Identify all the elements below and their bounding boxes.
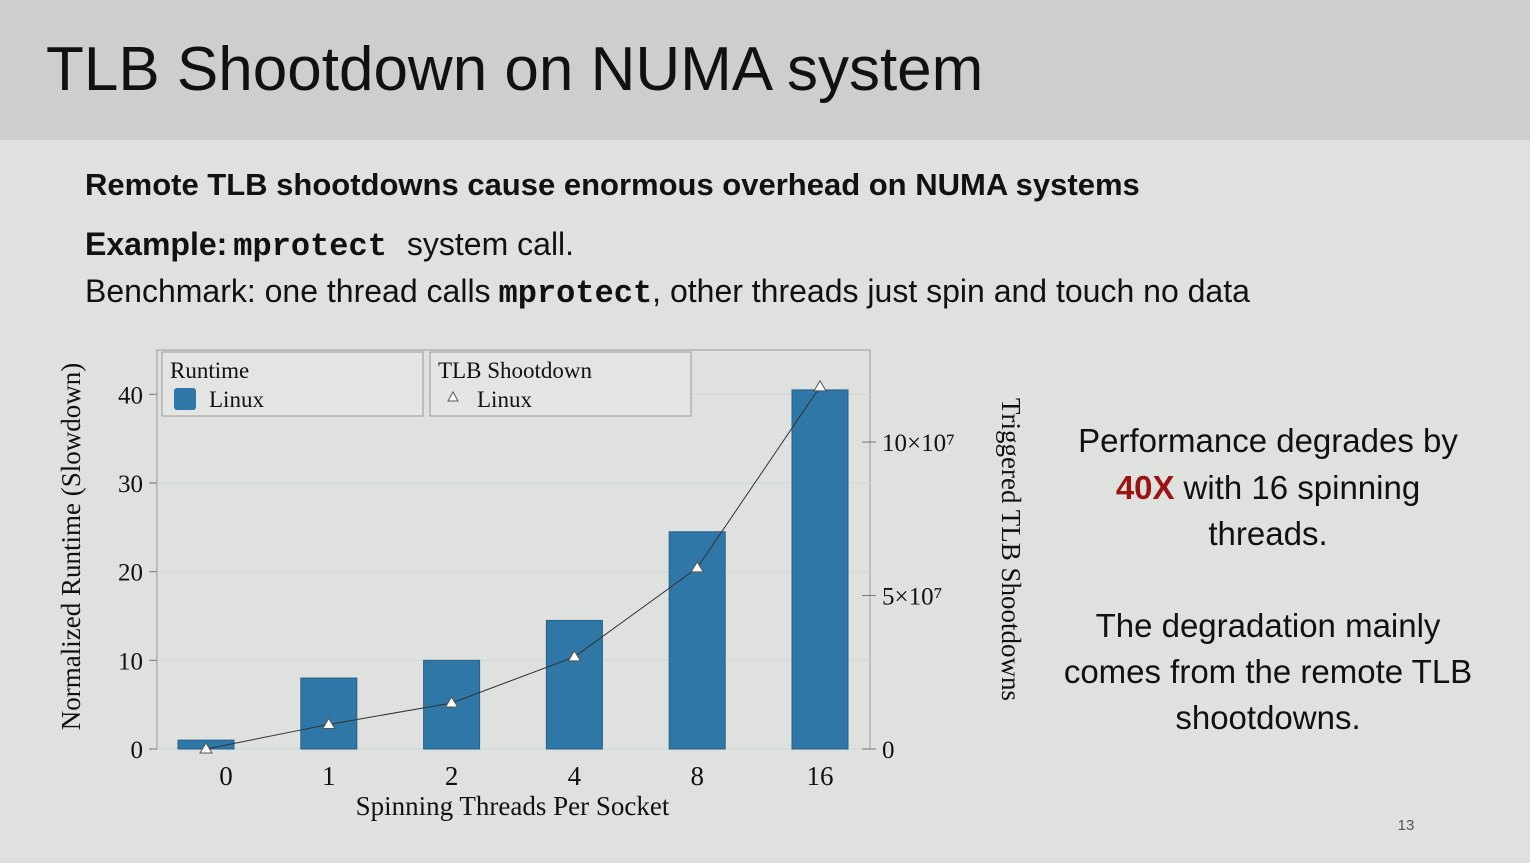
point xyxy=(567,649,582,662)
example-line: Example: mprotect system call. xyxy=(85,226,574,265)
point xyxy=(444,695,459,708)
code: mprotect xyxy=(499,275,653,312)
point xyxy=(690,560,705,573)
x-axis-label: Spinning Threads Per Socket xyxy=(356,791,670,821)
point xyxy=(199,742,213,754)
side-line: shootdowns. xyxy=(1175,699,1360,736)
bar xyxy=(300,677,358,750)
y-tick-label: 40 xyxy=(118,382,143,409)
legend-title: Runtime xyxy=(170,358,249,383)
y-tick-label: 10 xyxy=(118,648,143,675)
header-bg xyxy=(0,0,1530,140)
side-line: 40X with 16 spinning xyxy=(1116,469,1420,506)
y2-axis-label: Triggered TLB Shootdowns xyxy=(996,398,1026,701)
x-tick-label: 16 xyxy=(807,761,834,791)
y-tick-label: 20 xyxy=(118,560,143,587)
side-text: Performance degrades by 40X with 16 spinn… xyxy=(1064,422,1472,736)
headline: Remote TLB shootdowns cause enormous ove… xyxy=(85,167,1140,202)
y2-tick-label: 5×10⁷ xyxy=(882,584,942,611)
x-tick-label: 4 xyxy=(568,761,582,791)
code: mprotect xyxy=(233,228,387,265)
legend-title: TLB Shootdown xyxy=(438,358,592,383)
x-tick-label: 8 xyxy=(690,761,704,791)
y-axis-label: Normalized Runtime (Slowdown) xyxy=(56,363,86,730)
benchmark-line: Benchmark: one thread calls mprotect, oth… xyxy=(85,273,1250,312)
legend-label: Linux xyxy=(209,387,264,412)
side-line: Performance degrades by xyxy=(1078,422,1458,459)
line xyxy=(205,386,821,750)
legend-marker xyxy=(447,390,459,402)
x-tick-label: 2 xyxy=(445,761,459,791)
bar xyxy=(545,619,603,750)
y2-tick-label: 10×10⁷ xyxy=(882,430,955,457)
highlight: 40X xyxy=(1116,469,1175,506)
y-tick-label: 0 xyxy=(131,737,144,764)
point xyxy=(321,717,336,729)
y2-tick-label: 0 xyxy=(882,737,895,764)
legend-swatch xyxy=(174,388,196,410)
side-line: The degradation mainly xyxy=(1096,607,1441,644)
benchmark-text: Benchmark: one thread calls xyxy=(85,273,491,309)
x-tick-label: 1 xyxy=(322,761,336,791)
side-line: comes from the remote TLB xyxy=(1064,653,1472,690)
side-line-part: with 16 spinning xyxy=(1183,469,1421,506)
point xyxy=(813,379,827,392)
y-tick-label: 30 xyxy=(118,471,143,498)
chart: 0 10 20 30 40 0 5×10⁷ 10×10⁷ 0 1 2 4 8 16 Runtime Linux… xyxy=(56,349,1026,821)
x-tick-label: 0 xyxy=(219,761,233,791)
benchmark-text: , other threads just spin and touch no d… xyxy=(652,273,1250,309)
slide-title: TLB Shootdown on NUMA system xyxy=(46,35,983,104)
example-label: Example: xyxy=(85,226,227,262)
bar xyxy=(791,389,849,750)
legend-box xyxy=(161,351,424,417)
example-text: system call. xyxy=(407,226,574,262)
page-number: 13 xyxy=(1398,817,1415,834)
side-line: threads. xyxy=(1208,515,1327,552)
legend-box xyxy=(429,351,692,417)
legend-label: Linux xyxy=(477,387,532,412)
